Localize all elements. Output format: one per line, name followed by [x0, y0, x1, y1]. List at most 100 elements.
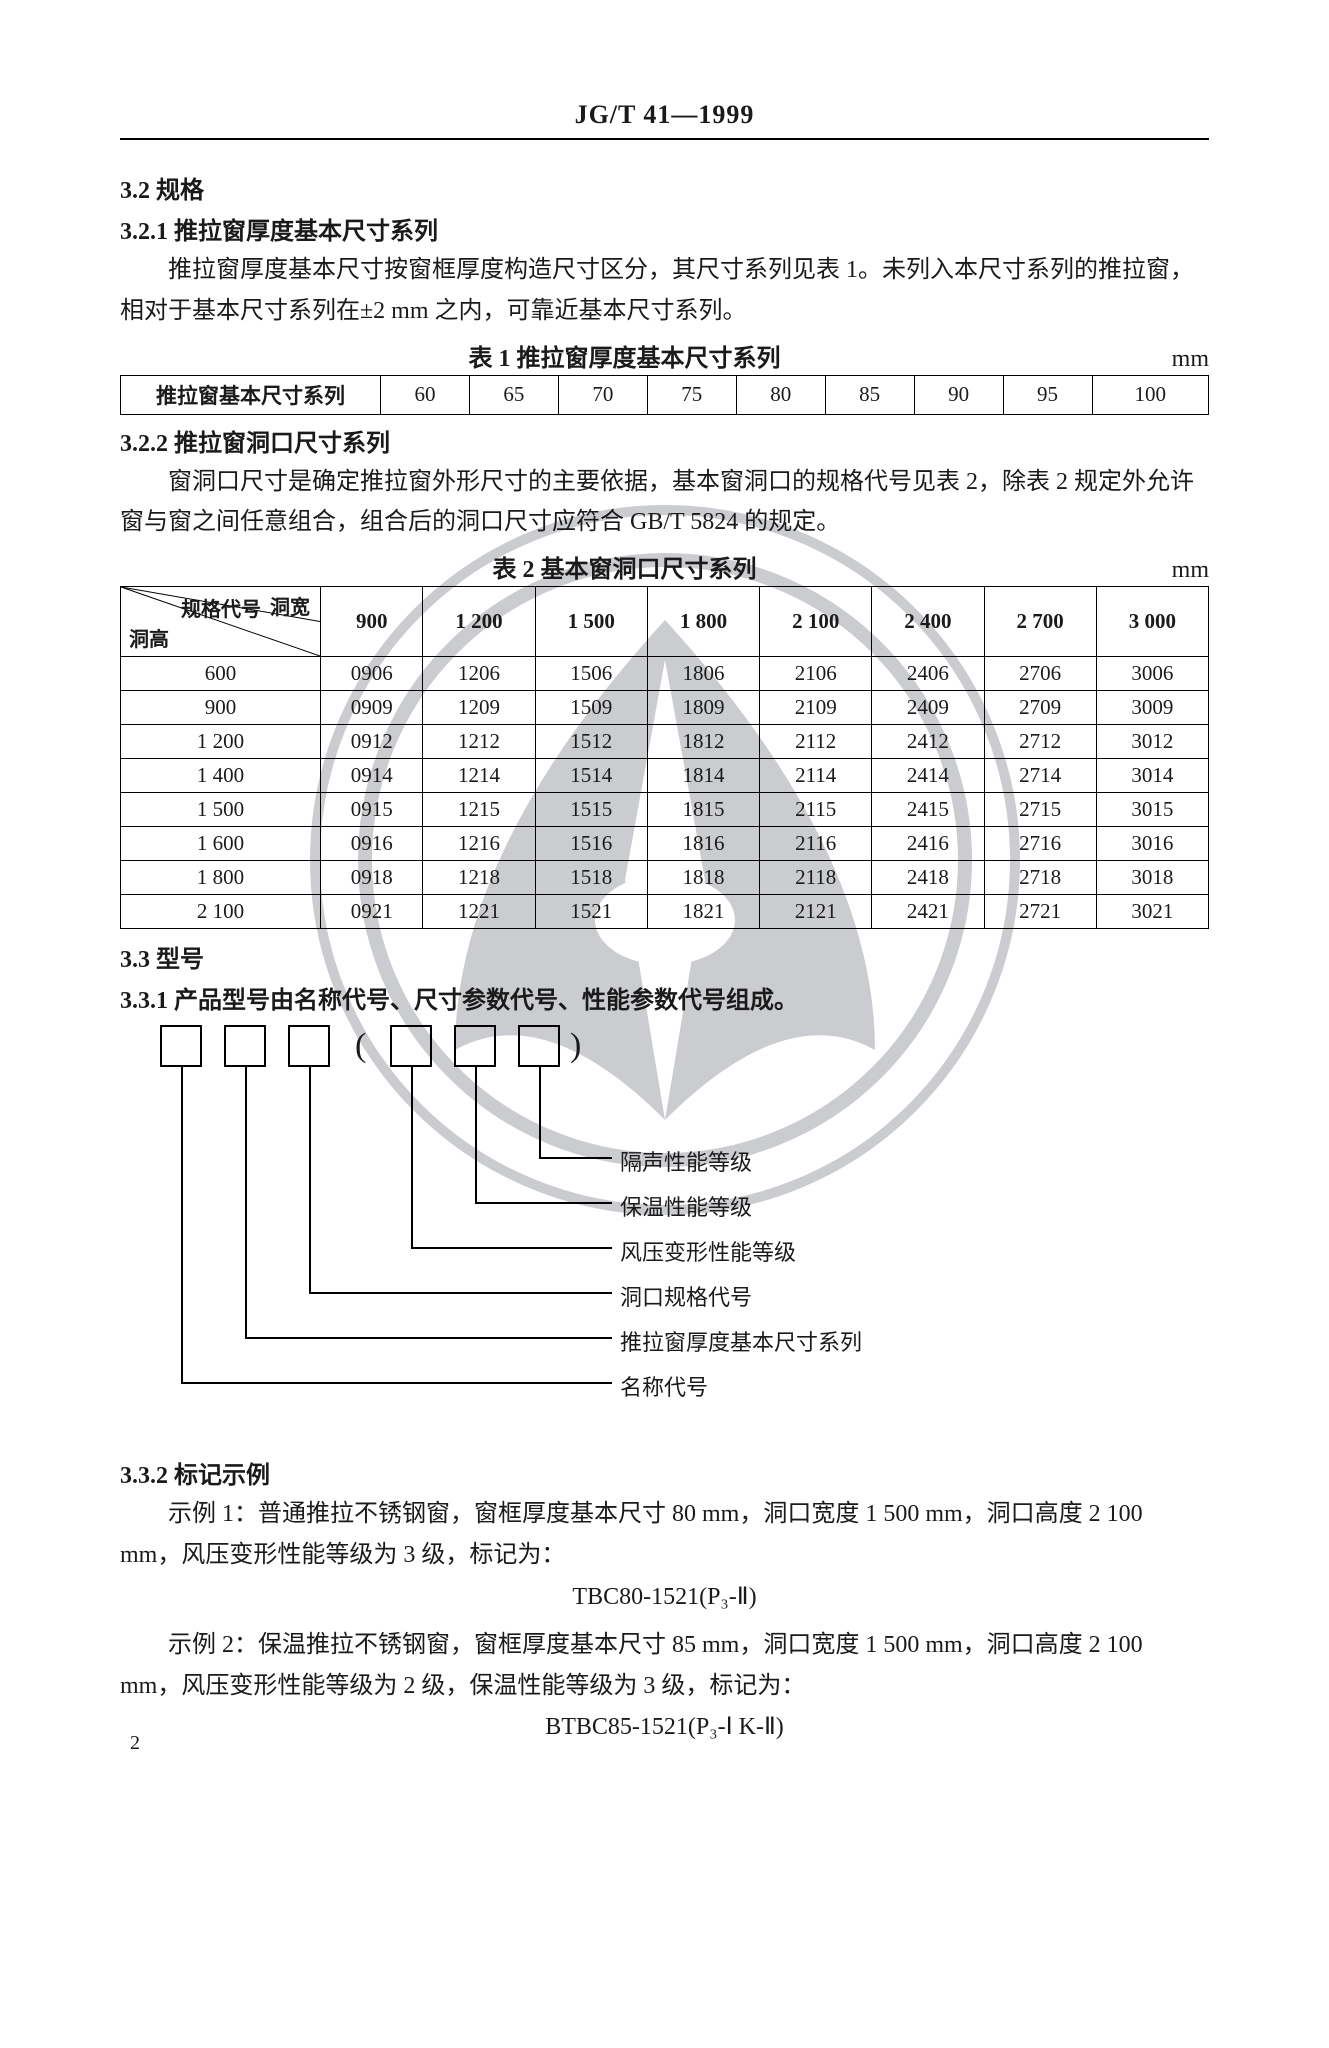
table2-cell: 1509: [535, 691, 647, 725]
table2-cell: 0909: [321, 691, 423, 725]
model-box: [518, 1025, 560, 1067]
table2-cell: 2112: [760, 725, 872, 759]
table1-row-label: 推拉窗基本尺寸系列: [121, 375, 381, 414]
table1-title: 表 1 推拉窗厚度基本尺寸系列: [120, 338, 1129, 373]
table2-cell: 2415: [872, 793, 984, 827]
table2-cell: 2116: [760, 827, 872, 861]
model-box: [224, 1025, 266, 1067]
leader-hline: [309, 1292, 612, 1294]
model-box: [390, 1025, 432, 1067]
table2-cell: 2412: [872, 725, 984, 759]
table2-cell: 0906: [321, 657, 423, 691]
table2-row-header: 600: [121, 657, 321, 691]
table2-row-header: 900: [121, 691, 321, 725]
table2-row-header: 1 800: [121, 861, 321, 895]
table1-cell: 80: [736, 375, 825, 414]
table2-cell: 1221: [423, 895, 535, 929]
table2-cell: 2418: [872, 861, 984, 895]
table1-cell: 65: [469, 375, 558, 414]
table2-cell: 1216: [423, 827, 535, 861]
section-3-3-2: 3.3.2 标记示例: [120, 1455, 1209, 1490]
table2-col-header: 1 800: [647, 587, 759, 657]
example-1-code: TBC80-1521(P₃-Ⅱ): [120, 1582, 1209, 1611]
model-label: 保温性能等级: [620, 1190, 752, 1222]
table2-cell: 2114: [760, 759, 872, 793]
section-3-2: 3.2 规格: [120, 170, 1209, 205]
table2-cell: 1816: [647, 827, 759, 861]
para-3-2-2: 窗洞口尺寸是确定推拉窗外形尺寸的主要依据，基本窗洞口的规格代号见表 2，除表 2…: [120, 462, 1209, 544]
table2-row-header: 1 600: [121, 827, 321, 861]
leader-hline: [181, 1382, 612, 1384]
table2-cell: 3006: [1096, 657, 1208, 691]
leader-vline: [411, 1067, 413, 1247]
table2-cell: 1521: [535, 895, 647, 929]
table2-cell: 1506: [535, 657, 647, 691]
table-2: 规格代号 洞宽 洞高 9001 2001 5001 8002 1002 4002…: [120, 586, 1209, 929]
table2-cell: 2118: [760, 861, 872, 895]
table2-cell: 3012: [1096, 725, 1208, 759]
table1-cell: 100: [1092, 375, 1209, 414]
table2-cell: 0921: [321, 895, 423, 929]
table2-cell: 1806: [647, 657, 759, 691]
table2-cell: 3014: [1096, 759, 1208, 793]
table1-cell: 85: [825, 375, 914, 414]
table2-cell: 1518: [535, 861, 647, 895]
table-1: 推拉窗基本尺寸系列6065707580859095100: [120, 375, 1209, 415]
table2-row-header: 1 500: [121, 793, 321, 827]
table2-cell: 2121: [760, 895, 872, 929]
table2-cell: 0918: [321, 861, 423, 895]
example-2-code: BTBC85-1521(P₃-Ⅰ K-Ⅱ): [120, 1712, 1209, 1741]
doc-code: JG/T 41—1999: [120, 100, 1209, 140]
table2-col-header: 3 000: [1096, 587, 1208, 657]
table2-cell: 3009: [1096, 691, 1208, 725]
table1-unit: mm: [1129, 346, 1209, 373]
table2-unit: mm: [1129, 557, 1209, 584]
table2-cell: 2716: [984, 827, 1096, 861]
table2-cell: 1214: [423, 759, 535, 793]
model-label: 推拉窗厚度基本尺寸系列: [620, 1325, 862, 1357]
model-box: [454, 1025, 496, 1067]
table2-col-header: 900: [321, 587, 423, 657]
table2-row-header: 1 400: [121, 759, 321, 793]
paren-open: (: [355, 1025, 366, 1067]
table2-cell: 1514: [535, 759, 647, 793]
table2-cell: 3018: [1096, 861, 1208, 895]
table2-row-header: 2 100: [121, 895, 321, 929]
model-label: 名称代号: [620, 1370, 708, 1402]
table2-cell: 2416: [872, 827, 984, 861]
table2-cell: 0915: [321, 793, 423, 827]
leader-vline: [245, 1067, 247, 1337]
table1-cell: 95: [1003, 375, 1092, 414]
table2-row-header: 1 200: [121, 725, 321, 759]
leader-hline: [245, 1337, 612, 1339]
table2-cell: 2109: [760, 691, 872, 725]
table1-cell: 90: [914, 375, 1003, 414]
table2-corner: 规格代号 洞宽 洞高: [121, 587, 321, 657]
leader-vline: [475, 1067, 477, 1202]
table2-cell: 0916: [321, 827, 423, 861]
table2-cell: 2706: [984, 657, 1096, 691]
table2-cell: 1206: [423, 657, 535, 691]
table2-cell: 2712: [984, 725, 1096, 759]
table2-cell: 1218: [423, 861, 535, 895]
table2-cell: 2406: [872, 657, 984, 691]
table2-cell: 1516: [535, 827, 647, 861]
table1-cell: 75: [647, 375, 736, 414]
leader-vline: [539, 1067, 541, 1157]
section-3-2-1: 3.2.1 推拉窗厚度基本尺寸系列: [120, 211, 1209, 246]
table2-cell: 2414: [872, 759, 984, 793]
table2-cell: 2409: [872, 691, 984, 725]
table2-cell: 3021: [1096, 895, 1208, 929]
table2-cell: 1209: [423, 691, 535, 725]
table2-cell: 2709: [984, 691, 1096, 725]
table2-cell: 1812: [647, 725, 759, 759]
table2-cell: 1814: [647, 759, 759, 793]
table2-cell: 2714: [984, 759, 1096, 793]
table2-cell: 2721: [984, 895, 1096, 929]
table2-col-header: 1 500: [535, 587, 647, 657]
leader-hline: [475, 1202, 612, 1204]
table2-cell: 1212: [423, 725, 535, 759]
table2-cell: 3016: [1096, 827, 1208, 861]
section-3-3-1: 3.3.1 产品型号由名称代号、尺寸参数代号、性能参数代号组成。: [120, 980, 1209, 1015]
table2-col-header: 2 100: [760, 587, 872, 657]
